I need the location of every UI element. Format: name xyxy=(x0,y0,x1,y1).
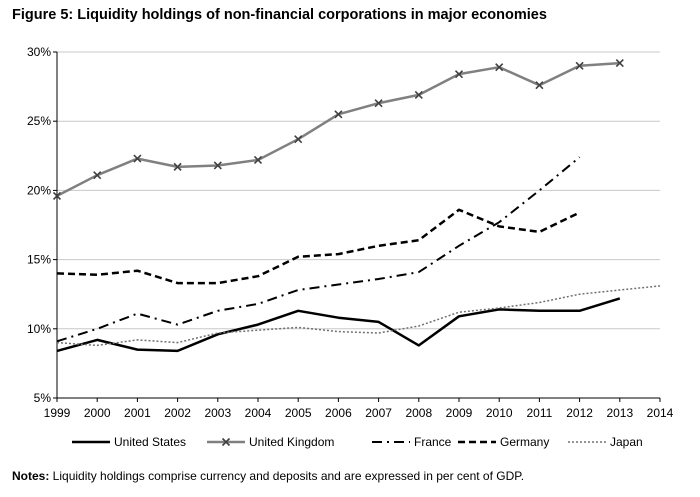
x-tick-label: 2000 xyxy=(84,406,111,420)
series-line-japan xyxy=(56,285,661,347)
data-point-united-kingdom xyxy=(133,154,142,163)
data-point-united-kingdom xyxy=(535,81,544,90)
x-tick-label: 2010 xyxy=(486,406,513,420)
x-tick-label: 2008 xyxy=(405,406,432,420)
x-marker-stroke xyxy=(454,70,464,79)
x-marker-stroke xyxy=(133,154,142,163)
x-marker-stroke xyxy=(294,135,303,144)
x-tick-label: 2003 xyxy=(204,406,231,420)
data-point-united-kingdom xyxy=(615,59,624,68)
x-marker-stroke xyxy=(374,99,383,108)
x-tick-label: 2011 xyxy=(526,406,552,420)
series-line-united-states xyxy=(56,297,621,353)
x-tick-label: 2014 xyxy=(647,406,674,420)
legend-item-japan: Japan xyxy=(568,435,643,449)
chart-notes: Notes: Liquidity holdings comprise curre… xyxy=(12,469,524,483)
x-tick-label: 2001 xyxy=(124,406,151,420)
x-marker-stroke xyxy=(495,63,504,72)
x-marker-stroke xyxy=(575,61,584,70)
x-marker-stroke xyxy=(253,155,263,165)
data-point-united-kingdom xyxy=(495,63,504,72)
axes: 5% 10% 15% 20% 25% 30% 1999 2000 2001 2002 2003 200… xyxy=(27,45,674,420)
x-tick-label: 2009 xyxy=(446,406,473,420)
x-tick-label: 1999 xyxy=(44,406,71,420)
legend-item-united-states: United States xyxy=(72,435,186,449)
y-tick-label: 25% xyxy=(27,114,51,128)
legend-item-united-kingdom: United Kingdom xyxy=(207,435,334,449)
series-lines xyxy=(52,59,661,353)
x-tick-label: 2005 xyxy=(285,406,312,420)
legend: United States United Kingdom France Germany… xyxy=(72,435,643,449)
x-tick-label: 2007 xyxy=(365,406,392,420)
legend-label-japan: Japan xyxy=(610,435,643,449)
x-marker-stroke xyxy=(615,59,624,68)
gridlines xyxy=(57,51,660,330)
data-point-united-kingdom xyxy=(52,191,62,201)
y-tick-label: 10% xyxy=(27,322,51,336)
chart-title: Figure 5: Liquidity holdings of non-fina… xyxy=(12,7,547,23)
notes-label: Notes: xyxy=(12,469,50,483)
legend-label-united-states: United States xyxy=(114,435,186,449)
x-tick-label: 2012 xyxy=(566,406,593,420)
data-point-united-kingdom xyxy=(334,110,343,119)
y-tick-label: 30% xyxy=(27,45,51,59)
data-point-united-kingdom xyxy=(173,162,182,171)
legend-label-united-kingdom: United Kingdom xyxy=(249,435,334,449)
data-point-united-kingdom xyxy=(414,90,423,99)
x-marker-stroke xyxy=(173,162,182,171)
legend-label-germany: Germany xyxy=(500,435,549,449)
series-line-france xyxy=(56,156,581,343)
x-tick-label: 2013 xyxy=(606,406,633,420)
data-point-united-kingdom xyxy=(454,70,464,79)
x-marker-stroke xyxy=(213,161,222,170)
y-tick-label: 20% xyxy=(27,183,51,197)
x-marker-stroke xyxy=(221,437,231,447)
y-tick-label: 5% xyxy=(34,391,52,405)
data-point-united-kingdom xyxy=(294,135,303,144)
legend-item-france: France xyxy=(372,435,452,449)
x-marker-stroke xyxy=(93,171,102,180)
x-marker-stroke xyxy=(535,81,544,90)
x-marker-stroke xyxy=(334,110,343,119)
data-point-united-kingdom xyxy=(575,61,584,70)
data-point-united-kingdom xyxy=(93,171,102,180)
data-point-united-kingdom xyxy=(213,161,222,170)
x-marker-stroke xyxy=(52,191,62,201)
x-marker-stroke xyxy=(414,90,423,99)
x-tick-label: 2006 xyxy=(325,406,352,420)
legend-marker-united-kingdom xyxy=(221,437,231,447)
y-tick-label: 15% xyxy=(27,253,51,267)
x-tick-label: 2002 xyxy=(164,406,191,420)
x-tick-label: 2004 xyxy=(245,406,272,420)
legend-item-germany: Germany xyxy=(458,435,549,449)
notes-text: Liquidity holdings comprise currency and… xyxy=(49,469,525,483)
series-line-united-kingdom xyxy=(56,61,620,198)
legend-label-france: France xyxy=(414,435,452,449)
data-point-united-kingdom xyxy=(253,155,263,165)
data-point-united-kingdom xyxy=(374,99,383,108)
series-line-germany xyxy=(56,208,581,285)
